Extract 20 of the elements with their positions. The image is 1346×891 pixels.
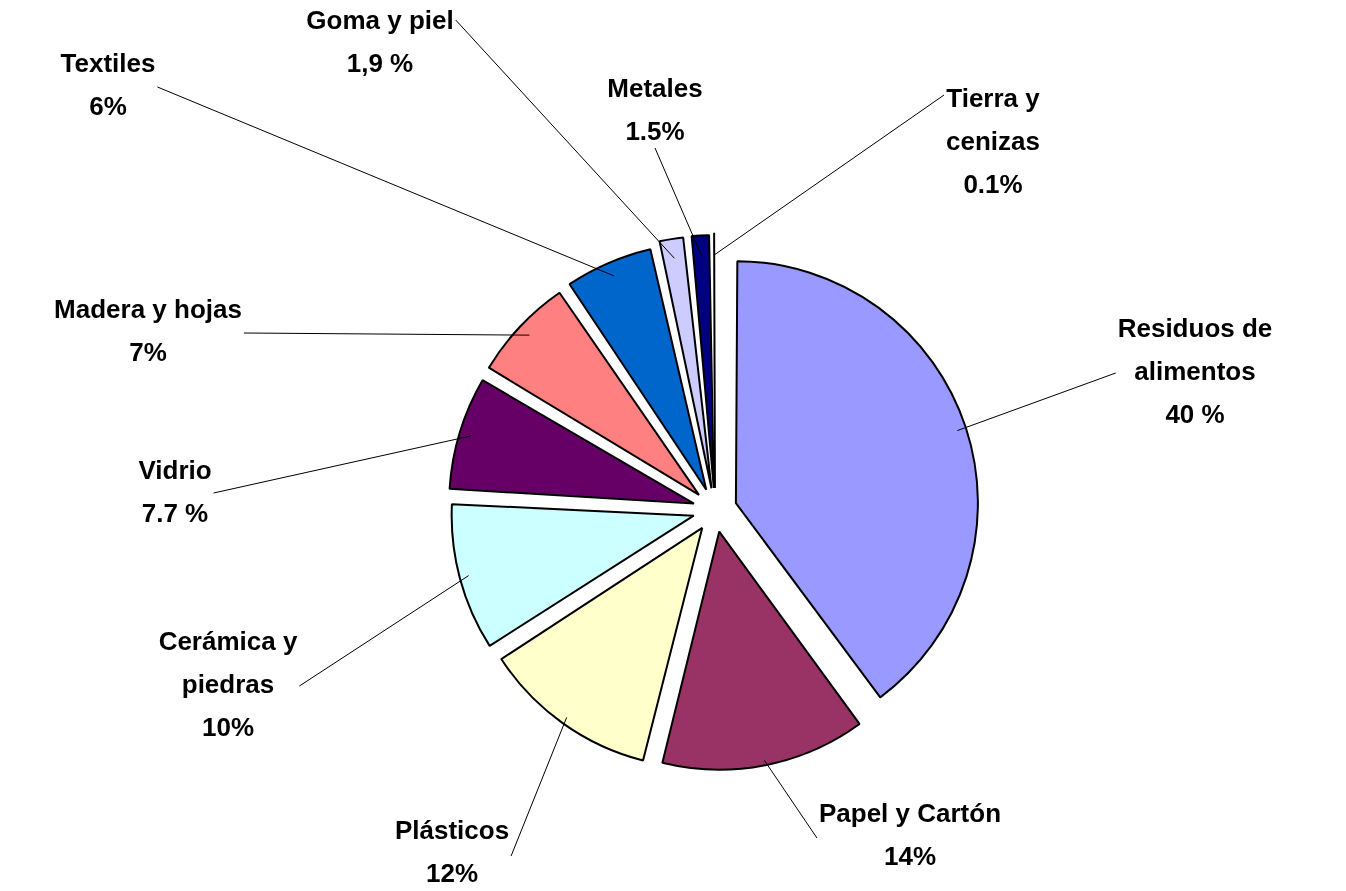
slice-label: Plásticos xyxy=(394,815,510,846)
data-label: 1,9 % xyxy=(346,48,414,79)
data-label: 0.1% xyxy=(963,169,1023,200)
data-label: 7% xyxy=(129,337,167,368)
data-label: 14% xyxy=(883,841,937,872)
slice-label: Metales xyxy=(607,73,703,104)
slice-label: Tierra y cenizas xyxy=(946,83,1041,157)
data-label: 7.7 % xyxy=(141,498,209,529)
data-label: 1.5% xyxy=(625,116,685,147)
data-label: 10% xyxy=(201,712,255,743)
slice-label: Vidrio xyxy=(138,455,212,486)
slice-label: Papel y Cartón xyxy=(818,798,1002,829)
data-label: 12% xyxy=(425,858,479,889)
slice-label: Goma y piel xyxy=(306,5,454,36)
slice-label: Textiles xyxy=(60,48,156,79)
data-label: 40 % xyxy=(1165,399,1225,430)
slice-label: Madera y hojas xyxy=(54,294,242,325)
data-label: 6% xyxy=(89,91,127,122)
slice-label: Cerámica y piedras xyxy=(158,626,298,700)
slice-label: Residuos de alimentos xyxy=(1117,313,1273,387)
